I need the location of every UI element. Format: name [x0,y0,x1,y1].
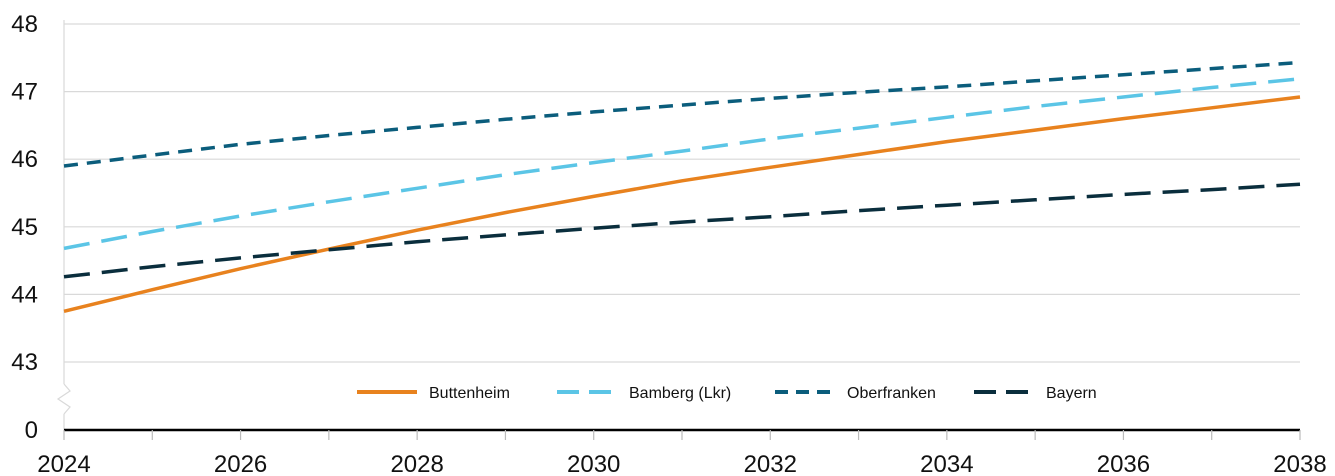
x-tick-label-2030: 2030 [567,451,620,476]
axes: 0 43 44 45 46 47 48 2024 2026 2028 2030 2032 2034 203… [11,11,1326,476]
legend-label-bayern: Bayern [1046,385,1097,402]
x-tick-label-2024: 2024 [37,451,90,476]
gridlines [64,23,1300,363]
series-line-oberfranken [63,60,1301,168]
legend-label-oberfranken: Oberfranken [847,385,936,402]
series-line-buttenheim [63,95,1301,313]
y-axis-break-mark [56,383,71,415]
x-tick-label-2032: 2032 [744,451,797,476]
x-tick-label-2028: 2028 [390,451,443,476]
legend-label-bamberg-lkr: Bamberg (Lkr) [629,385,731,402]
y-tick-label-0: 0 [25,417,38,444]
y-tick-label-48: 48 [11,11,38,38]
series-line-bayern [63,182,1301,279]
y-tick-label-47: 47 [11,79,38,106]
y-tick-label-44: 44 [11,281,38,308]
series-line-bamberg-lkr [63,77,1301,251]
y-tick-label-45: 45 [11,214,38,241]
legend: Buttenheim Bamberg (Lkr) Oberfranken Bayern [357,385,1097,402]
x-tick-label-2034: 2034 [920,451,973,476]
y-tick-label-43: 43 [11,349,38,376]
x-tick-label-2038: 2038 [1273,451,1326,476]
x-tick-label-2026: 2026 [214,451,267,476]
legend-label-buttenheim: Buttenheim [429,385,510,402]
y-tick-label-46: 46 [11,146,38,173]
x-tick-label-2036: 2036 [1097,451,1150,476]
series-lines [63,60,1301,313]
